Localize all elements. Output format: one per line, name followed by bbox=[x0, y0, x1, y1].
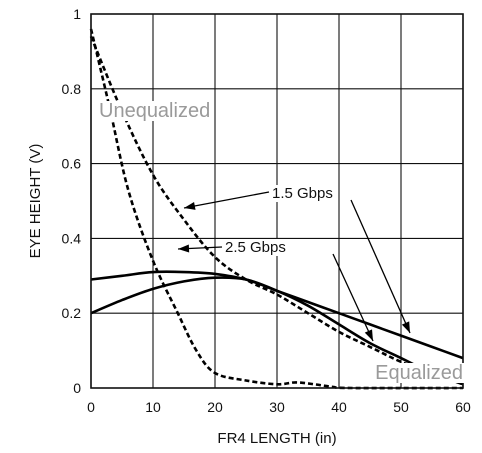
series-line-1 bbox=[89, 28, 464, 390]
y-tick-label-2: 0.4 bbox=[62, 230, 82, 246]
annotation-1-5-gbps: 1.5 Gbps bbox=[269, 185, 336, 202]
y-tick-label-4: 0.8 bbox=[62, 81, 82, 97]
x-tick-label-4: 40 bbox=[331, 399, 347, 415]
annotation-text-1-5-gbps: 1.5 Gbps bbox=[272, 185, 333, 202]
arrow-2-5-gbps-left bbox=[177, 244, 223, 253]
arrow-1-5-gbps-right bbox=[350, 199, 411, 334]
series-line-0 bbox=[89, 35, 464, 386]
y-tick-label-3: 0.6 bbox=[62, 156, 82, 172]
x-tick-label-2: 20 bbox=[207, 399, 223, 415]
region-text-equalized: Equalized bbox=[375, 362, 463, 384]
arrow-2-5-gbps-right bbox=[332, 253, 374, 342]
x-tick-label-6: 60 bbox=[455, 399, 471, 415]
y-tick-label-5: 1 bbox=[73, 6, 81, 22]
x-axis-label: FR4 LENGTH (in) bbox=[217, 430, 336, 447]
series-line-3 bbox=[90, 276, 464, 386]
series-layer bbox=[89, 28, 464, 390]
y-tick-label-0: 0 bbox=[73, 380, 81, 396]
plot-frame bbox=[90, 13, 464, 389]
y-tick-labels: 0 0.2 0.4 0.6 0.8 1 bbox=[62, 6, 82, 396]
annotation-arrows bbox=[177, 191, 411, 342]
x-tick-label-0: 0 bbox=[87, 399, 95, 415]
annotation-2-5-gbps: 2.5 Gbps bbox=[222, 239, 289, 256]
x-tick-label-1: 10 bbox=[145, 399, 161, 415]
region-label-unequalized: Unequalized bbox=[98, 100, 212, 122]
region-text-unequalized: Unequalized bbox=[99, 100, 210, 122]
x-tick-label-3: 30 bbox=[269, 399, 285, 415]
annotation-text-2-5-gbps: 2.5 Gbps bbox=[225, 239, 286, 256]
y-tick-label-1: 0.2 bbox=[62, 305, 82, 321]
y-axis-label: EYE HEIGHT (V) bbox=[27, 144, 44, 259]
arrow-1-5-gbps-left bbox=[183, 191, 270, 210]
x-tick-label-5: 50 bbox=[393, 399, 409, 415]
region-label-equalized: Equalized bbox=[374, 362, 464, 384]
x-tick-labels: 0 10 20 30 40 50 60 bbox=[87, 399, 471, 415]
